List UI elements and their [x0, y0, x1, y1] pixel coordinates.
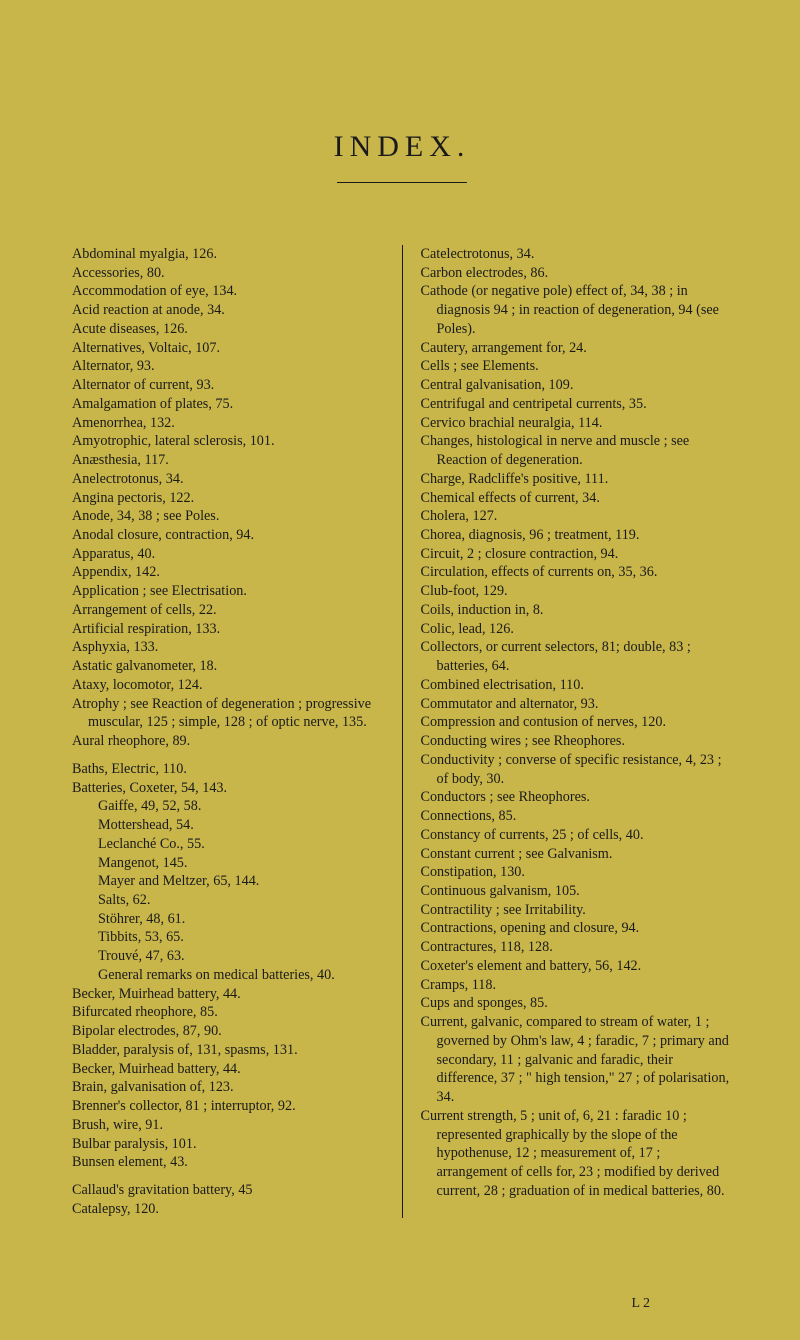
index-entry: Cathode (or negative pole) effect of, 34…: [421, 282, 733, 338]
index-entry: Gaiffe, 49, 52, 58.: [72, 797, 384, 816]
index-entry: Combined electrisation, 110.: [421, 676, 733, 695]
index-page: INDEX. Abdominal myalgia, 126.Accessorie…: [0, 0, 800, 1340]
index-entry: Conductors ; see Rheophores.: [421, 788, 733, 807]
index-entry: Charge, Radcliffe's positive, 111.: [421, 470, 733, 489]
index-entry: Catelectrotonus, 34.: [421, 245, 733, 264]
section-gap: [72, 751, 384, 760]
index-entry: Conductivity ; converse of specific resi…: [421, 751, 733, 788]
index-entry: Appendix, 142.: [72, 563, 384, 582]
index-entry: Contractility ; see Irritability.: [421, 901, 733, 920]
index-entry: Cells ; see Elements.: [421, 357, 733, 376]
index-entry: Collectors, or current selectors, 81; do…: [421, 638, 733, 675]
index-entry: Callaud's gravitation battery, 45: [72, 1181, 384, 1200]
index-entry: Leclanché Co., 55.: [72, 835, 384, 854]
index-entry: Baths, Electric, 110.: [72, 760, 384, 779]
index-entry: Mottershead, 54.: [72, 816, 384, 835]
index-entry: Abdominal myalgia, 126.: [72, 245, 384, 264]
index-entry: Alternator, 93.: [72, 357, 384, 376]
index-entry: Changes, histological in nerve and muscl…: [421, 432, 733, 469]
index-entry: Accommodation of eye, 134.: [72, 282, 384, 301]
signature-mark: L 2: [631, 1296, 650, 1312]
index-entry: Contractions, opening and closure, 94.: [421, 919, 733, 938]
index-entry: Brain, galvanisation of, 123.: [72, 1078, 384, 1097]
index-entry: Coxeter's element and battery, 56, 142.: [421, 957, 733, 976]
index-entry: Commutator and alternator, 93.: [421, 695, 733, 714]
index-entry: Atrophy ; see Reaction of degeneration ;…: [72, 695, 384, 732]
index-entry: Cervico brachial neuralgia, 114.: [421, 414, 733, 433]
index-entry: Circuit, 2 ; closure contraction, 94.: [421, 545, 733, 564]
index-entry: Chorea, diagnosis, 96 ; treatment, 119.: [421, 526, 733, 545]
index-entry: Cautery, arrangement for, 24.: [421, 339, 733, 358]
index-entry: Anelectrotonus, 34.: [72, 470, 384, 489]
index-entry: Conducting wires ; see Rheophores.: [421, 732, 733, 751]
index-entry: Compression and contusion of nerves, 120…: [421, 713, 733, 732]
index-entry: Becker, Muirhead battery, 44.: [72, 985, 384, 1004]
index-entry: Brenner's collector, 81 ; interruptor, 9…: [72, 1097, 384, 1116]
index-entry: General remarks on medical batteries, 40…: [72, 966, 384, 985]
index-entry: Angina pectoris, 122.: [72, 489, 384, 508]
index-entry: Current, galvanic, compared to stream of…: [421, 1013, 733, 1107]
index-entry: Arrangement of cells, 22.: [72, 601, 384, 620]
columns-wrapper: Abdominal myalgia, 126.Accessories, 80.A…: [72, 245, 732, 1218]
index-entry: Mangenot, 145.: [72, 854, 384, 873]
index-entry: Tibbits, 53, 65.: [72, 928, 384, 947]
index-entry: Artificial respiration, 133.: [72, 620, 384, 639]
index-entry: Constipation, 130.: [421, 863, 733, 882]
index-entry: Constant current ; see Galvanism.: [421, 845, 733, 864]
section-gap: [72, 1172, 384, 1181]
index-entry: Carbon electrodes, 86.: [421, 264, 733, 283]
index-entry: Trouvé, 47, 63.: [72, 947, 384, 966]
index-entry: Anode, 34, 38 ; see Poles.: [72, 507, 384, 526]
column-separator: [402, 245, 403, 1218]
index-entry: Alternatives, Voltaic, 107.: [72, 339, 384, 358]
index-entry: Batteries, Coxeter, 54, 143.: [72, 779, 384, 798]
index-entry: Chemical effects of current, 34.: [421, 489, 733, 508]
index-entry: Asphyxia, 133.: [72, 638, 384, 657]
index-entry: Amenorrhea, 132.: [72, 414, 384, 433]
index-entry: Bladder, paralysis of, 131, spasms, 131.: [72, 1041, 384, 1060]
index-entry: Continuous galvanism, 105.: [421, 882, 733, 901]
index-entry: Anodal closure, contraction, 94.: [72, 526, 384, 545]
index-entry: Cholera, 127.: [421, 507, 733, 526]
index-entry: Accessories, 80.: [72, 264, 384, 283]
index-entry: Cups and sponges, 85.: [421, 994, 733, 1013]
index-entry: Coils, induction in, 8.: [421, 601, 733, 620]
index-entry: Current strength, 5 ; unit of, 6, 21 : f…: [421, 1107, 733, 1201]
index-entry: Connections, 85.: [421, 807, 733, 826]
right-column: Catelectrotonus, 34.Carbon electrodes, 8…: [421, 245, 733, 1218]
index-entry: Bifurcated rheophore, 85.: [72, 1003, 384, 1022]
index-entry: Apparatus, 40.: [72, 545, 384, 564]
index-entry: Constancy of currents, 25 ; of cells, 40…: [421, 826, 733, 845]
index-entry: Contractures, 118, 128.: [421, 938, 733, 957]
index-entry: Centrifugal and centripetal currents, 35…: [421, 395, 733, 414]
index-entry: Colic, lead, 126.: [421, 620, 733, 639]
left-column: Abdominal myalgia, 126.Accessories, 80.A…: [72, 245, 384, 1218]
index-entry: Application ; see Electrisation.: [72, 582, 384, 601]
index-entry: Astatic galvanometer, 18.: [72, 657, 384, 676]
title-rule: [337, 182, 467, 183]
index-entry: Bipolar electrodes, 87, 90.: [72, 1022, 384, 1041]
index-entry: Circulation, effects of currents on, 35,…: [421, 563, 733, 582]
index-entry: Bunsen element, 43.: [72, 1153, 384, 1172]
page-title: INDEX.: [72, 130, 732, 164]
index-entry: Alternator of current, 93.: [72, 376, 384, 395]
index-entry: Stöhrer, 48, 61.: [72, 910, 384, 929]
index-entry: Amalgamation of plates, 75.: [72, 395, 384, 414]
index-entry: Central galvanisation, 109.: [421, 376, 733, 395]
index-entry: Acid reaction at anode, 34.: [72, 301, 384, 320]
index-entry: Club-foot, 129.: [421, 582, 733, 601]
index-entry: Mayer and Meltzer, 65, 144.: [72, 872, 384, 891]
index-entry: Salts, 62.: [72, 891, 384, 910]
index-entry: Anæsthesia, 117.: [72, 451, 384, 470]
index-entry: Amyotrophic, lateral sclerosis, 101.: [72, 432, 384, 451]
index-entry: Catalepsy, 120.: [72, 1200, 384, 1219]
index-entry: Aural rheophore, 89.: [72, 732, 384, 751]
index-entry: Ataxy, locomotor, 124.: [72, 676, 384, 695]
index-entry: Cramps, 118.: [421, 976, 733, 995]
index-entry: Acute diseases, 126.: [72, 320, 384, 339]
index-entry: Bulbar paralysis, 101.: [72, 1135, 384, 1154]
index-entry: Becker, Muirhead battery, 44.: [72, 1060, 384, 1079]
index-entry: Brush, wire, 91.: [72, 1116, 384, 1135]
